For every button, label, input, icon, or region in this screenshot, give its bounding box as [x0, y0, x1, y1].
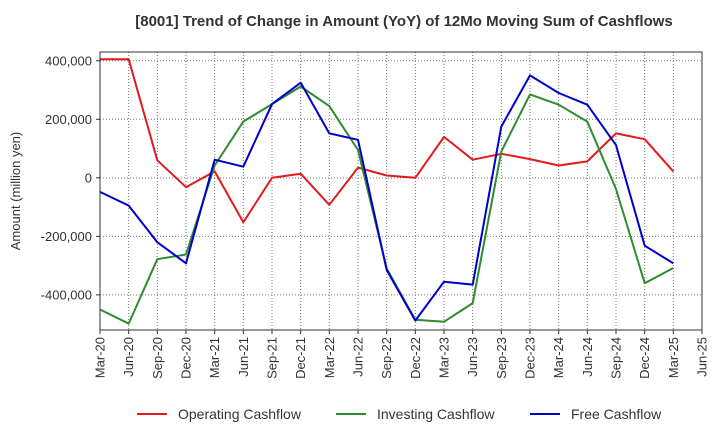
- x-tick-label: Sep-24: [609, 337, 624, 379]
- x-tick-label: Mar-22: [322, 337, 337, 378]
- x-tick-label: Jun-21: [236, 337, 251, 377]
- x-axis-ticks: Mar-20 Jun-20 Sep-20 Dec-20 Mar-21 Jun-21 Sep-…: [93, 330, 710, 379]
- legend-label: Operating Cashflow: [178, 406, 302, 422]
- series-line-operating-cashflow: [100, 58, 675, 224]
- x-tick-label: Dec-24: [637, 337, 652, 379]
- legend: Operating Cashflow Investing Cashflow Free…: [137, 406, 662, 422]
- x-tick-label: Sep-20: [150, 337, 165, 379]
- x-tick-label: Mar-21: [207, 337, 222, 378]
- legend-label: Investing Cashflow: [377, 406, 495, 422]
- y-tick-label: -200,000: [41, 229, 92, 244]
- x-tick-label: Mar-25: [666, 337, 681, 378]
- x-tick-label: Sep-21: [265, 337, 280, 379]
- x-tick-label: Dec-21: [293, 337, 308, 379]
- y-tick-label: 400,000: [45, 53, 92, 68]
- y-tick-label: -400,000: [41, 287, 92, 302]
- x-tick-label: Jun-24: [580, 337, 595, 377]
- y-axis-ticks: 400,000 200,000 0 -200,000 -400,000: [41, 53, 100, 302]
- x-tick-label: Jun-22: [351, 337, 366, 377]
- x-tick-label: Mar-23: [437, 337, 452, 378]
- chart-title: [8001] Trend of Change in Amount (YoY) o…: [135, 13, 673, 30]
- grid: [99, 52, 703, 330]
- y-tick-label: 0: [85, 170, 92, 185]
- series-line-free-cashflow: [99, 74, 674, 322]
- x-tick-label: Sep-23: [494, 337, 509, 379]
- x-tick-label: Sep-22: [379, 337, 394, 379]
- x-tick-label: Mar-24: [551, 337, 566, 378]
- y-tick-label: 200,000: [45, 112, 92, 127]
- y-axis-label: Amount (million yen): [8, 132, 23, 251]
- x-tick-label: Mar-20: [93, 337, 108, 378]
- plot-frame: [99, 51, 703, 331]
- x-tick-label: Jun-20: [121, 337, 136, 377]
- series-lines: [99, 58, 675, 325]
- x-tick-label: Jun-23: [465, 337, 480, 377]
- x-tick-label: Dec-23: [523, 337, 538, 379]
- legend-label: Free Cashflow: [571, 406, 662, 422]
- x-tick-label: Jun-25: [695, 337, 710, 377]
- x-tick-label: Dec-20: [179, 337, 194, 379]
- x-tick-label: Dec-22: [408, 337, 423, 379]
